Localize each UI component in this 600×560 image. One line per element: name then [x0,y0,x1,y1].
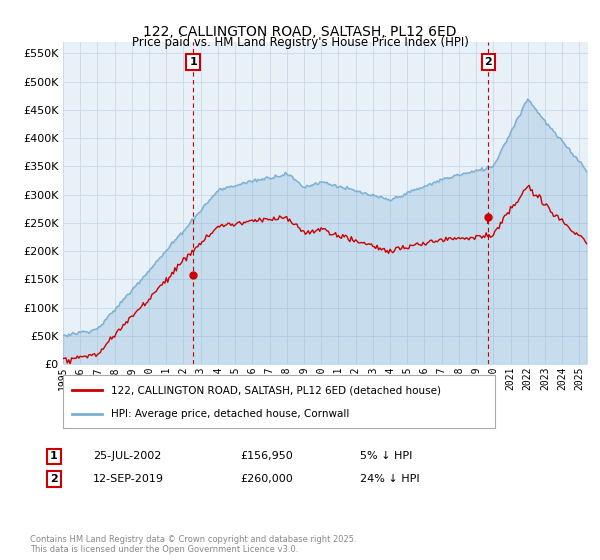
Text: 122, CALLINGTON ROAD, SALTASH, PL12 6ED (detached house): 122, CALLINGTON ROAD, SALTASH, PL12 6ED … [110,385,440,395]
Text: 12-SEP-2019: 12-SEP-2019 [93,474,164,484]
Text: HPI: Average price, detached house, Cornwall: HPI: Average price, detached house, Corn… [110,408,349,418]
Text: 24% ↓ HPI: 24% ↓ HPI [360,474,419,484]
Text: 1: 1 [50,451,58,461]
Text: 1: 1 [189,57,197,67]
Text: 2: 2 [484,57,492,67]
Text: 122, CALLINGTON ROAD, SALTASH, PL12 6ED: 122, CALLINGTON ROAD, SALTASH, PL12 6ED [143,25,457,39]
Text: 5% ↓ HPI: 5% ↓ HPI [360,451,412,461]
Text: Price paid vs. HM Land Registry's House Price Index (HPI): Price paid vs. HM Land Registry's House … [131,36,469,49]
Text: £260,000: £260,000 [240,474,293,484]
Text: £156,950: £156,950 [240,451,293,461]
Text: 2: 2 [50,474,58,484]
Text: 25-JUL-2002: 25-JUL-2002 [93,451,161,461]
Text: Contains HM Land Registry data © Crown copyright and database right 2025.
This d: Contains HM Land Registry data © Crown c… [30,535,356,554]
